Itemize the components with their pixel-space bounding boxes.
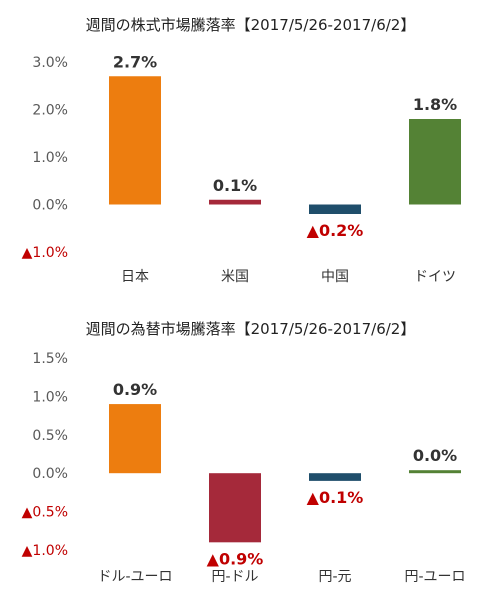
bar	[209, 199, 261, 205]
bar	[409, 119, 461, 205]
bar	[109, 76, 161, 205]
chart-title: 週間の株式市場騰落率【2017/5/26-2017/6/2】	[85, 16, 416, 34]
bar	[309, 473, 361, 481]
category-label: 円-元	[318, 569, 351, 585]
y-tick-label: ▲0.5%	[22, 505, 68, 521]
category-label: 日本	[121, 269, 149, 285]
category-label: 米国	[221, 269, 249, 285]
y-tick-label: 3.0%	[32, 55, 68, 71]
bar	[309, 204, 361, 214]
data-label: 2.7%	[113, 52, 157, 71]
data-label: 0.0%	[413, 446, 457, 465]
y-tick-label: 1.0%	[32, 389, 68, 405]
data-label: ▲0.2%	[307, 221, 364, 240]
bar	[409, 470, 461, 474]
category-label: ドル-ユーロ	[97, 569, 172, 585]
stock-market-plot: 3.0% 2.0% 1.0% 0.0% ▲1.0% 2.7% 日本 0.1% 米国 ▲0.2% 中国…	[22, 52, 461, 285]
data-label: ▲0.1%	[307, 488, 364, 507]
data-label: ▲0.9%	[207, 549, 264, 568]
y-tick-label: 2.0%	[32, 103, 68, 119]
bar	[109, 404, 161, 474]
y-tick-label: ▲1.0%	[22, 245, 68, 261]
category-label: 円-ドル	[211, 569, 258, 585]
y-tick-label: 0.0%	[32, 198, 68, 214]
chart-title: 週間の為替市場騰落率【2017/5/26-2017/6/2】	[85, 320, 416, 338]
fx-market-plot: 1.5% 1.0% 0.5% 0.0% ▲0.5% ▲1.0% 0.9% ドル-ユーロ ▲0.9…	[22, 351, 466, 585]
category-label: 円-ユーロ	[404, 569, 465, 585]
bar	[209, 473, 261, 543]
data-label: 1.8%	[413, 95, 457, 114]
y-tick-label: 1.5%	[32, 351, 68, 367]
fx-market-chart: 週間の為替市場騰落率【2017/5/26-2017/6/2】 1.5% 1.0% 0…	[0, 300, 501, 600]
data-label: 0.1%	[213, 176, 257, 195]
category-label: 中国	[321, 269, 349, 285]
y-tick-label: 1.0%	[32, 150, 68, 166]
data-label: 0.9%	[113, 380, 157, 399]
y-tick-label: 0.5%	[32, 428, 68, 444]
y-tick-label: 0.0%	[32, 466, 68, 482]
category-label: ドイツ	[414, 269, 456, 285]
y-tick-label: ▲1.0%	[22, 543, 68, 559]
stock-market-chart: 週間の株式市場騰落率【2017/5/26-2017/6/2】 3.0% 2.0% 1…	[22, 16, 461, 285]
